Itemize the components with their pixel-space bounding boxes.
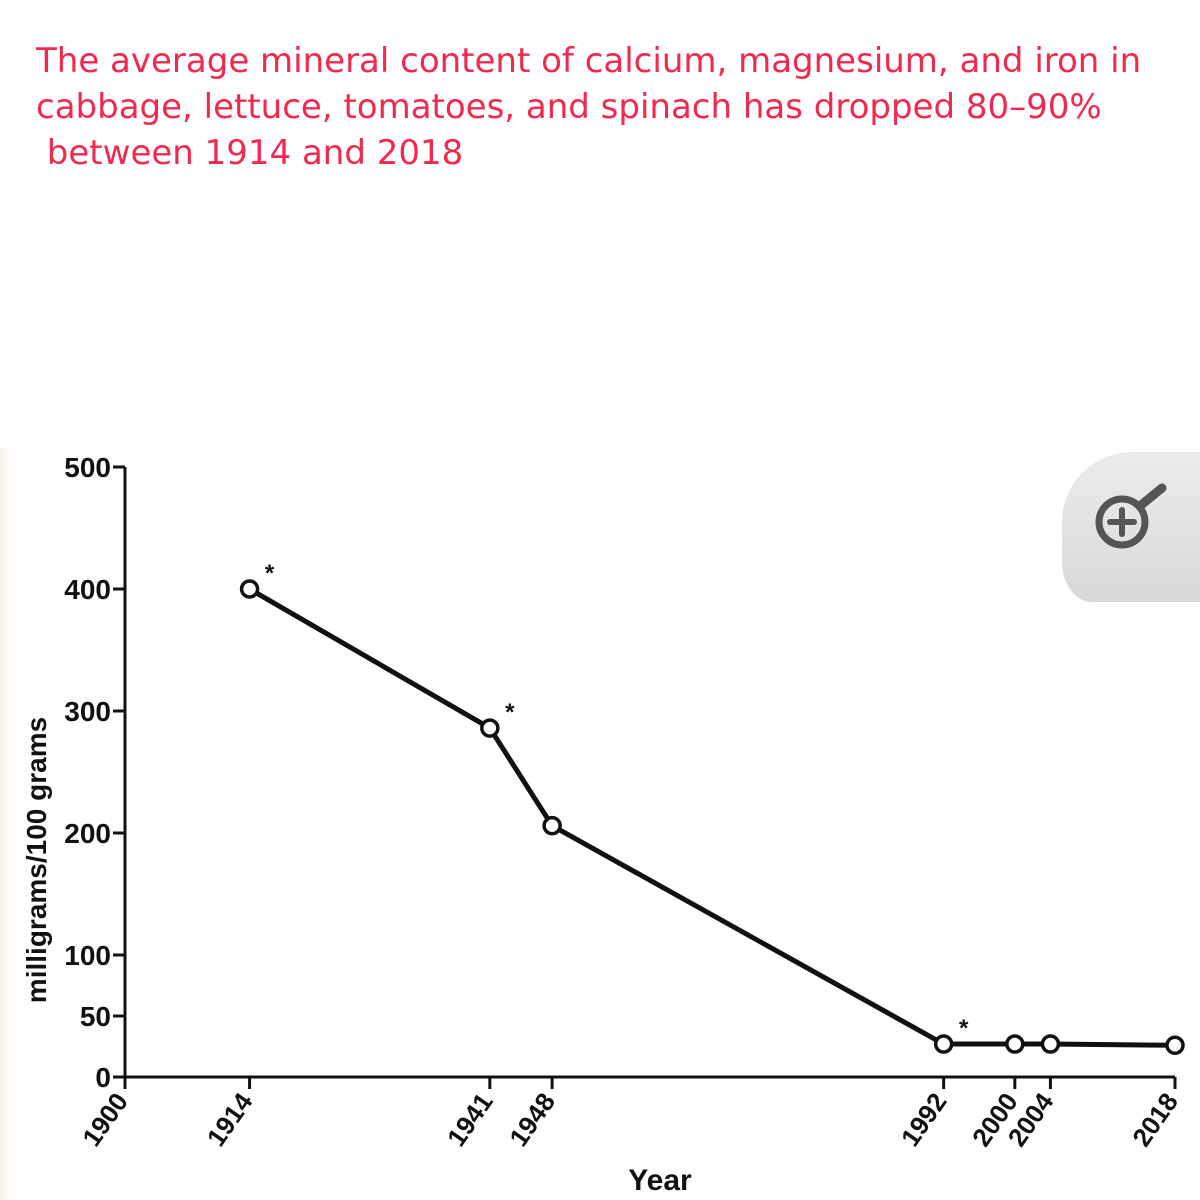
line-chart: 0 50 100 200 300 400 500 1900 1914 1941 1948 1992 20…: [21, 452, 1185, 1197]
chart-points: [239, 579, 1185, 1056]
data-point: [933, 1034, 954, 1054]
data-point: [239, 579, 260, 599]
y-tick-label: 0: [95, 1062, 111, 1093]
headline-line-3: between 1914 and 2018: [36, 133, 464, 173]
data-point: [480, 718, 500, 738]
chart-axes: [113, 465, 1177, 1089]
chart-labels: 0 50 100 200 300 400 500 1900 1914 1941 1948 1992 20…: [21, 452, 1184, 1197]
x-axis-title: Year: [628, 1164, 692, 1197]
headline-line-1: The average mineral content of calcium, …: [36, 41, 1142, 81]
panel-edge: [0, 448, 10, 1200]
x-tick-label: 1941: [441, 1087, 499, 1152]
y-tick-label: 200: [64, 818, 111, 849]
magnify-plus-icon: [1095, 483, 1167, 549]
y-tick-label: 50: [80, 1001, 111, 1032]
zoom-button[interactable]: [1062, 452, 1200, 602]
series-line: [248, 586, 1176, 1048]
data-point: [1005, 1034, 1025, 1054]
x-tick-label: 1948: [503, 1087, 561, 1152]
y-tick-label: 300: [64, 696, 111, 727]
x-tick-label: 2018: [1126, 1087, 1184, 1152]
y-tick-label: 400: [64, 574, 111, 605]
figure-panel: [0, 448, 1200, 1200]
data-point: [542, 815, 562, 836]
significance-marker: *: [505, 699, 515, 726]
headline-line-2: cabbage, lettuce, tomatoes, and spinach …: [36, 87, 1102, 127]
data-point: [1040, 1034, 1061, 1054]
x-tick-label: 1914: [201, 1087, 259, 1152]
data-point: [1165, 1035, 1185, 1056]
x-tick-label: 1900: [76, 1087, 134, 1152]
y-tick-label: 100: [64, 940, 111, 971]
significance-marker: *: [265, 560, 275, 587]
y-axis-title: milligrams/100 grams: [21, 717, 52, 1003]
y-tick-label: 500: [64, 452, 111, 483]
x-tick-label: 1992: [895, 1087, 953, 1152]
headline: The average mineral content of calcium, …: [36, 38, 1176, 176]
chart-series: [248, 586, 1176, 1048]
significance-marker: *: [959, 1015, 969, 1042]
